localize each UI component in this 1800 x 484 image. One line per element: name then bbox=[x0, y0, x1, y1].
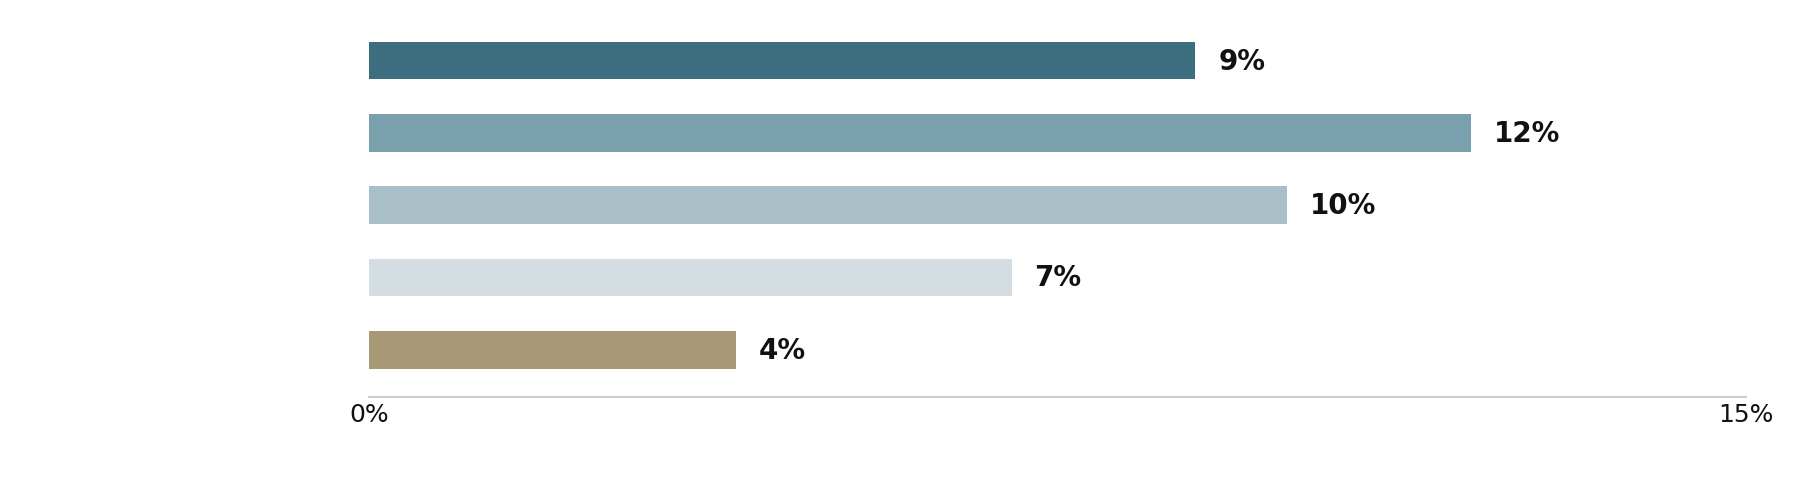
Text: 10%: 10% bbox=[1310, 192, 1377, 220]
Bar bbox=[369, 331, 736, 369]
Bar bbox=[369, 115, 1471, 152]
Bar bbox=[369, 259, 1012, 297]
Text: 7%: 7% bbox=[1035, 264, 1082, 292]
Bar bbox=[369, 187, 1287, 225]
Bar bbox=[369, 43, 1195, 80]
Text: 9%: 9% bbox=[1219, 47, 1265, 76]
Text: 4%: 4% bbox=[760, 336, 806, 364]
Text: 12%: 12% bbox=[1494, 120, 1561, 148]
